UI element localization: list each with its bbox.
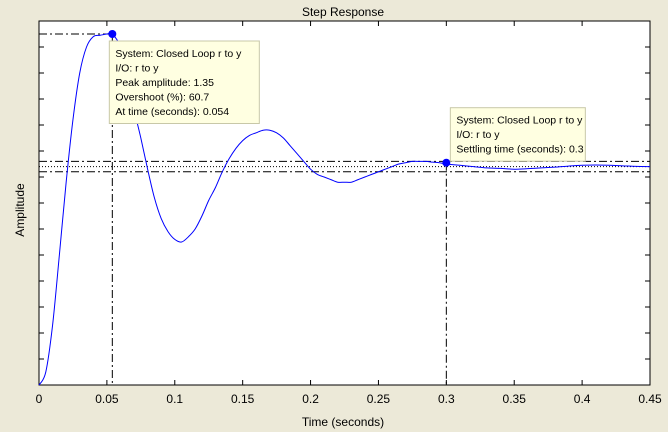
settling-marker[interactable] [442, 158, 451, 167]
x-tick-label: 0.35 [503, 392, 527, 406]
x-tick-label: 0.2 [302, 392, 319, 406]
chart-title: Step Response [302, 5, 384, 19]
x-tick-label: 0 [36, 392, 43, 406]
x-tick-label: 0.05 [95, 392, 119, 406]
axis-ticks: 0 0.05 0.1 0.15 0.2 0.25 0.3 0.35 0.4 0.45 [36, 21, 662, 406]
peak-datatip-line: Peak amplitude: 1.35 [115, 77, 214, 89]
settling-datatip-line: I/O: r to y [456, 129, 500, 141]
settling-datatip-box [449, 107, 586, 162]
settling-datatip: System: Closed Loop r to y I/O: r to y Set… [449, 107, 586, 162]
peak-datatip-line: System: Closed Loop r to y [115, 48, 242, 60]
settling-datatip-line: Settling time (seconds): 0.3 [456, 144, 583, 156]
characteristic-markers[interactable] [108, 30, 451, 167]
datatips: System: Closed Loop r to y I/O: r to y Pea… [108, 40, 586, 162]
reference-lines [39, 33, 650, 385]
x-tick-label: 0.3 [438, 392, 455, 406]
x-tick-label: 0.45 [638, 392, 662, 406]
x-tick-label: 0.25 [367, 392, 391, 406]
x-tick-label: 0.4 [574, 392, 591, 406]
x-axis-label: Time (seconds) [302, 415, 384, 429]
x-tick-label: 0.1 [166, 392, 183, 406]
peak-datatip-box [108, 40, 260, 124]
peak-datatip-line: At time (seconds): 0.054 [115, 106, 229, 118]
peak-datatip-line: Overshoot (%): 60.7 [115, 92, 209, 104]
settling-datatip-line: System: Closed Loop r to y [456, 115, 583, 127]
peak-datatip: System: Closed Loop r to y I/O: r to y Pea… [108, 40, 260, 124]
peak-marker[interactable] [108, 30, 117, 38]
x-tick-label: 0.15 [231, 392, 255, 406]
y-axis-label: Amplitude [13, 183, 27, 237]
peak-datatip-line: I/O: r to y [115, 63, 159, 75]
